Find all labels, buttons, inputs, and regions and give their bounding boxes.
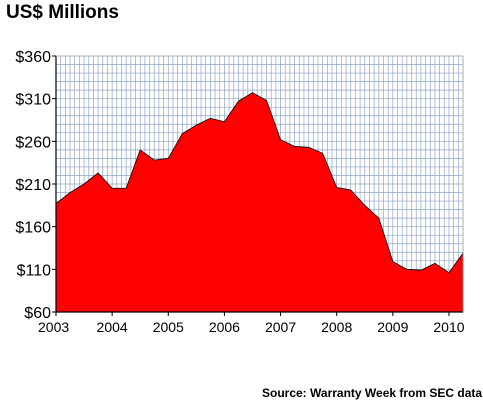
y-tick-label: $360 [15, 49, 51, 66]
x-tick-label: 2007 [265, 319, 296, 335]
x-tick-label: 2008 [321, 319, 352, 335]
y-tick-label: $310 [15, 92, 51, 109]
y-tick-label: $110 [17, 262, 52, 279]
y-tick-label: $160 [15, 220, 51, 237]
x-tick-label: 2003 [38, 319, 69, 335]
x-tick-label: 2004 [97, 319, 128, 335]
y-tick-label: $260 [15, 134, 51, 151]
x-tick-label: 2009 [377, 319, 408, 335]
source-note: Source: Warranty Week from SEC data [262, 386, 483, 400]
y-tick-label: $60 [24, 305, 51, 322]
y-tick-labels: $360 $310 $260 $210 $160 $110 $60 [15, 49, 56, 322]
x-tick-label: 2005 [153, 319, 184, 335]
x-tick-labels: 2003 2004 2005 2006 2007 2008 2009 2010 [38, 312, 465, 335]
warranty-area-series [55, 92, 464, 313]
y-tick-label: $210 [15, 177, 51, 194]
x-tick-label: 2010 [433, 319, 464, 335]
chart-title: US$ Millions [6, 2, 119, 23]
x-tick-label: 2006 [209, 319, 240, 335]
